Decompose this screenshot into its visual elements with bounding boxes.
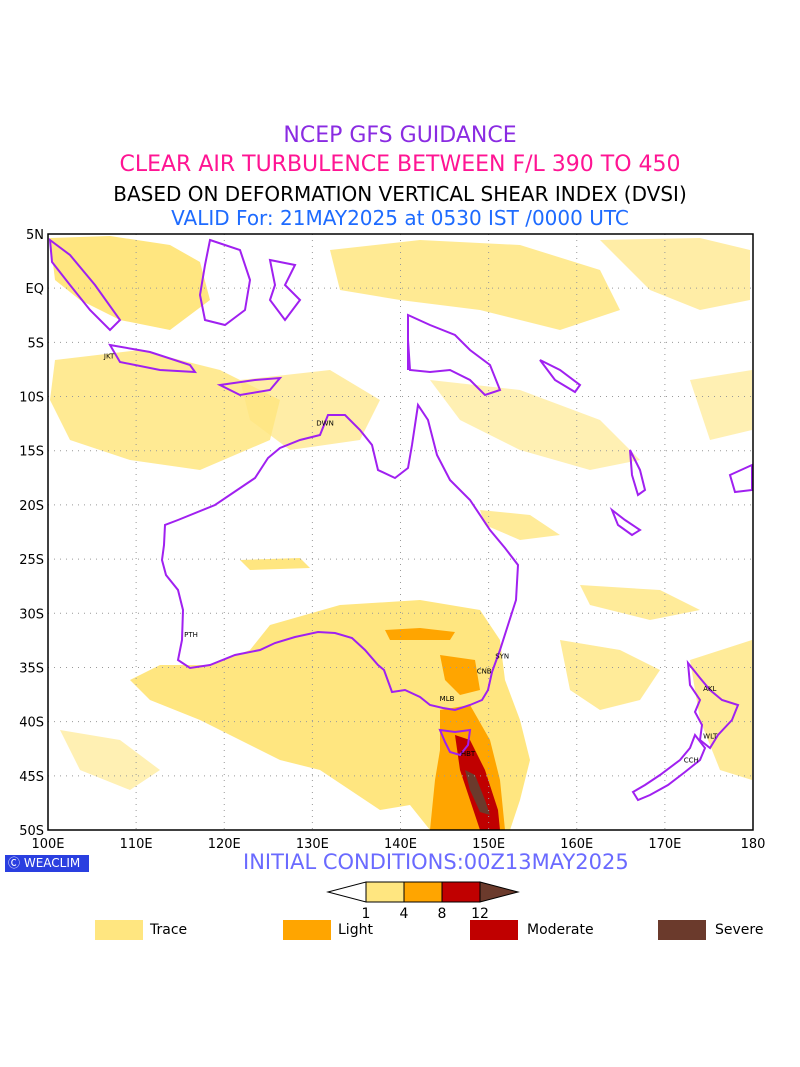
new-caledonia-coast: [609, 506, 642, 537]
trace-area: [690, 370, 752, 440]
trace-area: [60, 730, 160, 790]
title-valid-time: VALID For: 21MAY2025 at 0530 IST /0000 U…: [171, 206, 629, 230]
lat-tick-label: 10S: [19, 391, 44, 406]
trace-area: [480, 510, 560, 540]
lat-tick-label: 45S: [19, 770, 44, 785]
lon-tick-label: 160E: [560, 837, 593, 852]
nz-south-coast: [631, 732, 707, 802]
city-label-cnb: CNB: [477, 668, 492, 676]
png-coast: [407, 313, 502, 397]
lat-tick-label: 25S: [19, 553, 44, 568]
city-label-akl: AKL: [703, 685, 716, 693]
colorbar: 1 4 8 12: [326, 881, 520, 922]
borneo-coast: [198, 238, 252, 327]
legend-swatch-trace: [95, 920, 143, 940]
vanuatu-coast: [629, 449, 647, 497]
legend-label-light: Light: [338, 922, 373, 938]
colorbar-low-arrow: [326, 881, 367, 903]
sumatra-coast: [48, 237, 122, 332]
colorbar-severe-arrow: [479, 881, 520, 903]
colorbar-light: [403, 881, 443, 903]
lon-tick-label: 130E: [296, 837, 329, 852]
city-label-jkt: JKT: [103, 352, 115, 360]
lon-tick-label: 140E: [384, 837, 417, 852]
colorbar-level-1: 1: [362, 906, 371, 922]
java-coast: [108, 343, 198, 374]
nz-north-coast: [686, 659, 740, 750]
trace-area: [560, 640, 660, 710]
fiji-coast: [728, 463, 753, 494]
logo-text: WEACLIM: [23, 856, 81, 870]
city-label-wlt: WLT: [703, 733, 718, 741]
title-model: NCEP GFS GUIDANCE: [283, 123, 517, 148]
sulawesi-coast: [268, 258, 302, 322]
trace-area: [240, 370, 380, 450]
lat-tick-label: 5S: [27, 336, 44, 351]
city-label-hbt: HBT: [461, 750, 476, 758]
legend-swatch-moderate: [470, 920, 518, 940]
legend-swatch-light: [283, 920, 331, 940]
lat-tick-label: 50S: [19, 824, 44, 839]
coastlines: [48, 237, 753, 802]
trace-area: [580, 585, 700, 620]
severe-area: [465, 770, 490, 815]
city-label-cch: CCH: [684, 757, 699, 765]
legend-swatch-severe: [658, 920, 706, 940]
light-area: [440, 655, 480, 695]
trace-area: [690, 640, 752, 780]
lon-tick-label: 180: [741, 837, 766, 852]
trace-area: [600, 238, 750, 310]
lat-tick-label: 20S: [19, 499, 44, 514]
trace-area: [330, 240, 620, 330]
city-label-dwn: DWN: [316, 420, 334, 428]
colorbar-moderate: [441, 881, 481, 903]
solomon-coast: [539, 359, 582, 394]
lat-tick-label: 15S: [19, 445, 44, 460]
city-label-pth: PTH: [184, 631, 198, 639]
light-area: [385, 628, 455, 640]
lat-tick-label: 40S: [19, 716, 44, 731]
colorbar-level-8: 8: [438, 906, 447, 922]
lon-tick-label: 110E: [120, 837, 153, 852]
turbulence-shading: [50, 236, 752, 830]
map-frame: [47, 233, 754, 831]
legend-label-severe: Severe: [715, 922, 764, 938]
lon-tick-label: 170E: [648, 837, 681, 852]
weaclim-logo: Ⓒ WEACLIM: [5, 855, 89, 872]
title-method: BASED ON DEFORMATION VERTICAL SHEAR INDE…: [113, 182, 687, 206]
trace-area: [430, 380, 640, 470]
colorbar-trace: [365, 881, 405, 903]
timor-coast: [216, 376, 283, 397]
trace-area: [50, 350, 280, 470]
colorbar-level-12: 12: [471, 906, 489, 922]
title-product: CLEAR AIR TURBULENCE BETWEEN F/L 390 TO …: [119, 152, 681, 177]
lat-tick-label: 5N: [26, 228, 44, 243]
city-label-syn: SYN: [495, 653, 509, 661]
logo-icon: Ⓒ: [8, 856, 21, 870]
lat-tick-label: 30S: [19, 607, 44, 622]
colorbar-level-4: 4: [400, 906, 409, 922]
lon-tick-label: 100E: [31, 837, 64, 852]
tasmania-coast: [438, 728, 472, 757]
australia-coast: [160, 402, 520, 712]
lat-tick-label: EQ: [26, 282, 44, 297]
legend-label-moderate: Moderate: [527, 922, 594, 938]
city-label-mlb: MLB: [440, 695, 455, 703]
initial-conditions: INITIAL CONDITIONS:00Z13MAY2025: [243, 850, 629, 874]
trace-area: [240, 558, 310, 570]
lon-tick-label: 150E: [472, 837, 505, 852]
trace-area: [50, 236, 210, 330]
lon-tick-label: 120E: [208, 837, 241, 852]
lat-tick-label: 35S: [19, 661, 44, 676]
legend-label-trace: Trace: [150, 922, 188, 938]
